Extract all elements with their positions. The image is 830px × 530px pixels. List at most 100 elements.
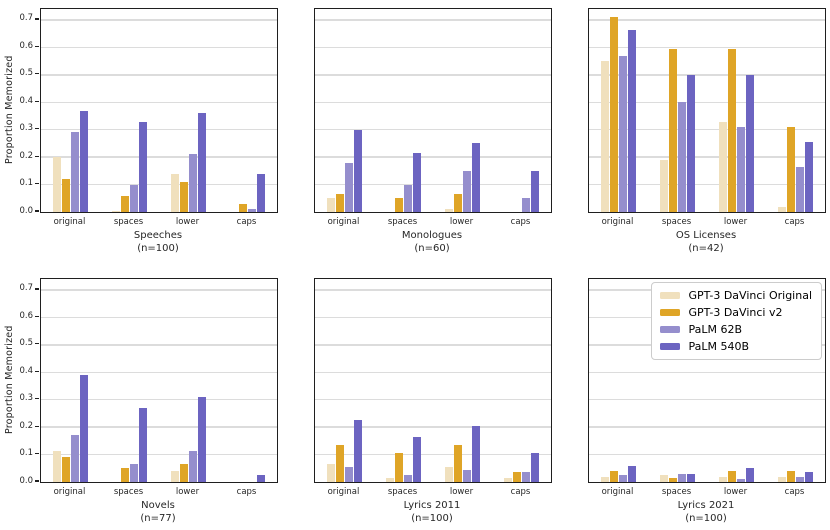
bar-palm-540b — [628, 29, 636, 212]
bar-gpt-3-davinci-v2 — [180, 181, 188, 212]
bar-gpt-3-davinci-original — [719, 476, 727, 482]
gridline — [315, 399, 551, 401]
bar-palm-62b — [737, 127, 745, 212]
bar-palm-540b — [687, 74, 695, 212]
x-tick-label-lower: lower — [175, 217, 200, 227]
y-tick-label: 0.4 — [19, 95, 33, 106]
plot-area-novels — [40, 278, 278, 483]
y-tick-label: 0.1 — [19, 178, 33, 189]
bar-gpt-3-davinci-v2 — [669, 477, 677, 482]
x-tick-label-lower: lower — [449, 487, 474, 497]
y-tick-mark — [35, 128, 39, 130]
y-tick-mark — [35, 45, 39, 47]
gridline — [315, 426, 551, 428]
y-tick-mark — [35, 155, 39, 157]
x-tick-label-original: original — [327, 487, 360, 497]
legend-item: PaLM 62B — [659, 323, 813, 336]
bar-group-original — [41, 9, 100, 212]
bar-gpt-3-davinci-original — [112, 210, 120, 212]
gridline — [315, 19, 551, 21]
bar-palm-62b — [404, 475, 412, 482]
bar-groups — [41, 279, 277, 482]
x-tick-labels: original spaces lower caps — [588, 217, 824, 227]
plot-area-speeches — [40, 8, 278, 213]
bar-group-lower — [707, 9, 766, 212]
x-tick-label-spaces: spaces — [661, 217, 692, 227]
bar-palm-540b — [354, 420, 362, 482]
x-tick-labels: original spaces lower caps — [314, 217, 550, 227]
x-tick-labels: original spaces lower caps — [40, 217, 276, 227]
y-tick-mark — [35, 343, 39, 345]
x-tick-label-lower: lower — [175, 487, 200, 497]
gridline — [41, 399, 277, 401]
bar-gpt-3-davinci-original — [504, 477, 512, 482]
bar-group-caps — [492, 9, 551, 212]
panel-title: Speeches — [133, 230, 183, 241]
bar-gpt-3-davinci-original — [660, 475, 668, 482]
bar-gpt-3-davinci-v2 — [669, 48, 677, 212]
gridline — [41, 426, 277, 428]
x-tick-label-spaces: spaces — [387, 487, 418, 497]
gridline — [41, 344, 277, 346]
x-tick-label-spaces: spaces — [661, 487, 692, 497]
bar-group-caps — [492, 279, 551, 482]
bar-palm-540b — [531, 453, 539, 482]
bar-gpt-3-davinci-original — [386, 477, 394, 482]
bar-group-original — [315, 9, 374, 212]
bar-gpt-3-davinci-original — [778, 206, 786, 212]
legend-swatch — [659, 292, 680, 299]
panel-n-label: (n=77) — [140, 513, 176, 524]
bar-gpt-3-davinci-v2 — [62, 457, 70, 482]
legend-item: PaLM 540B — [659, 340, 813, 353]
plot-area-monologues — [314, 8, 552, 213]
bar-gpt-3-davinci-v2 — [336, 194, 344, 212]
bar-group-caps — [218, 9, 277, 212]
bar-group-spaces — [648, 279, 707, 482]
bar-gpt-3-davinci-original — [171, 173, 179, 212]
legend-item: GPT-3 DaVinci v2 — [659, 306, 813, 319]
gridline — [589, 129, 825, 131]
x-tick-label-caps: caps — [784, 217, 805, 227]
bar-gpt-3-davinci-v2 — [728, 48, 736, 212]
gridline — [315, 129, 551, 131]
bar-palm-62b — [522, 198, 530, 212]
bar-group-original — [41, 279, 100, 482]
bar-group-caps — [218, 279, 277, 482]
bar-group-spaces — [100, 9, 159, 212]
bar-palm-62b — [678, 102, 686, 212]
bar-palm-540b — [257, 173, 265, 212]
panel-title: Lyrics 2021 — [677, 500, 735, 511]
bar-palm-540b — [746, 74, 754, 212]
y-tick-mark — [35, 100, 39, 102]
panel-n-label: (n=42) — [688, 243, 724, 254]
bar-gpt-3-davinci-v2 — [239, 203, 247, 212]
bar-gpt-3-davinci-v2 — [336, 445, 344, 482]
x-tick-label-original: original — [601, 487, 634, 497]
y-tick-label: 0.3 — [19, 393, 33, 404]
panel-title: OS Licenses — [675, 230, 737, 241]
panel-n-label: (n=100) — [411, 513, 453, 524]
y-tick-mark — [35, 210, 39, 212]
x-tick-label-spaces: spaces — [113, 487, 144, 497]
plot-area-lyrics-2021: GPT-3 DaVinci Original GPT-3 DaVinci v2 Pa… — [588, 278, 826, 483]
bar-gpt-3-davinci-v2 — [454, 445, 462, 482]
y-tick-mark — [35, 315, 39, 317]
y-tick-mark — [35, 480, 39, 482]
bar-groups — [315, 279, 551, 482]
bar-palm-540b — [80, 110, 88, 212]
gridline — [315, 74, 551, 76]
bar-gpt-3-davinci-original — [719, 121, 727, 212]
gridline — [315, 289, 551, 291]
bar-gpt-3-davinci-original — [601, 61, 609, 212]
gridline — [41, 74, 277, 76]
bar-gpt-3-davinci-original — [445, 466, 453, 482]
x-tick-label-caps: caps — [236, 487, 257, 497]
gridline — [589, 101, 825, 103]
bar-palm-540b — [805, 142, 813, 212]
bar-gpt-3-davinci-v2 — [395, 453, 403, 482]
gridline — [589, 371, 825, 373]
bar-gpt-3-davinci-original — [327, 464, 335, 482]
gridline — [315, 316, 551, 319]
x-tick-label-caps: caps — [510, 487, 531, 497]
bar-gpt-3-davinci-original — [327, 198, 335, 212]
